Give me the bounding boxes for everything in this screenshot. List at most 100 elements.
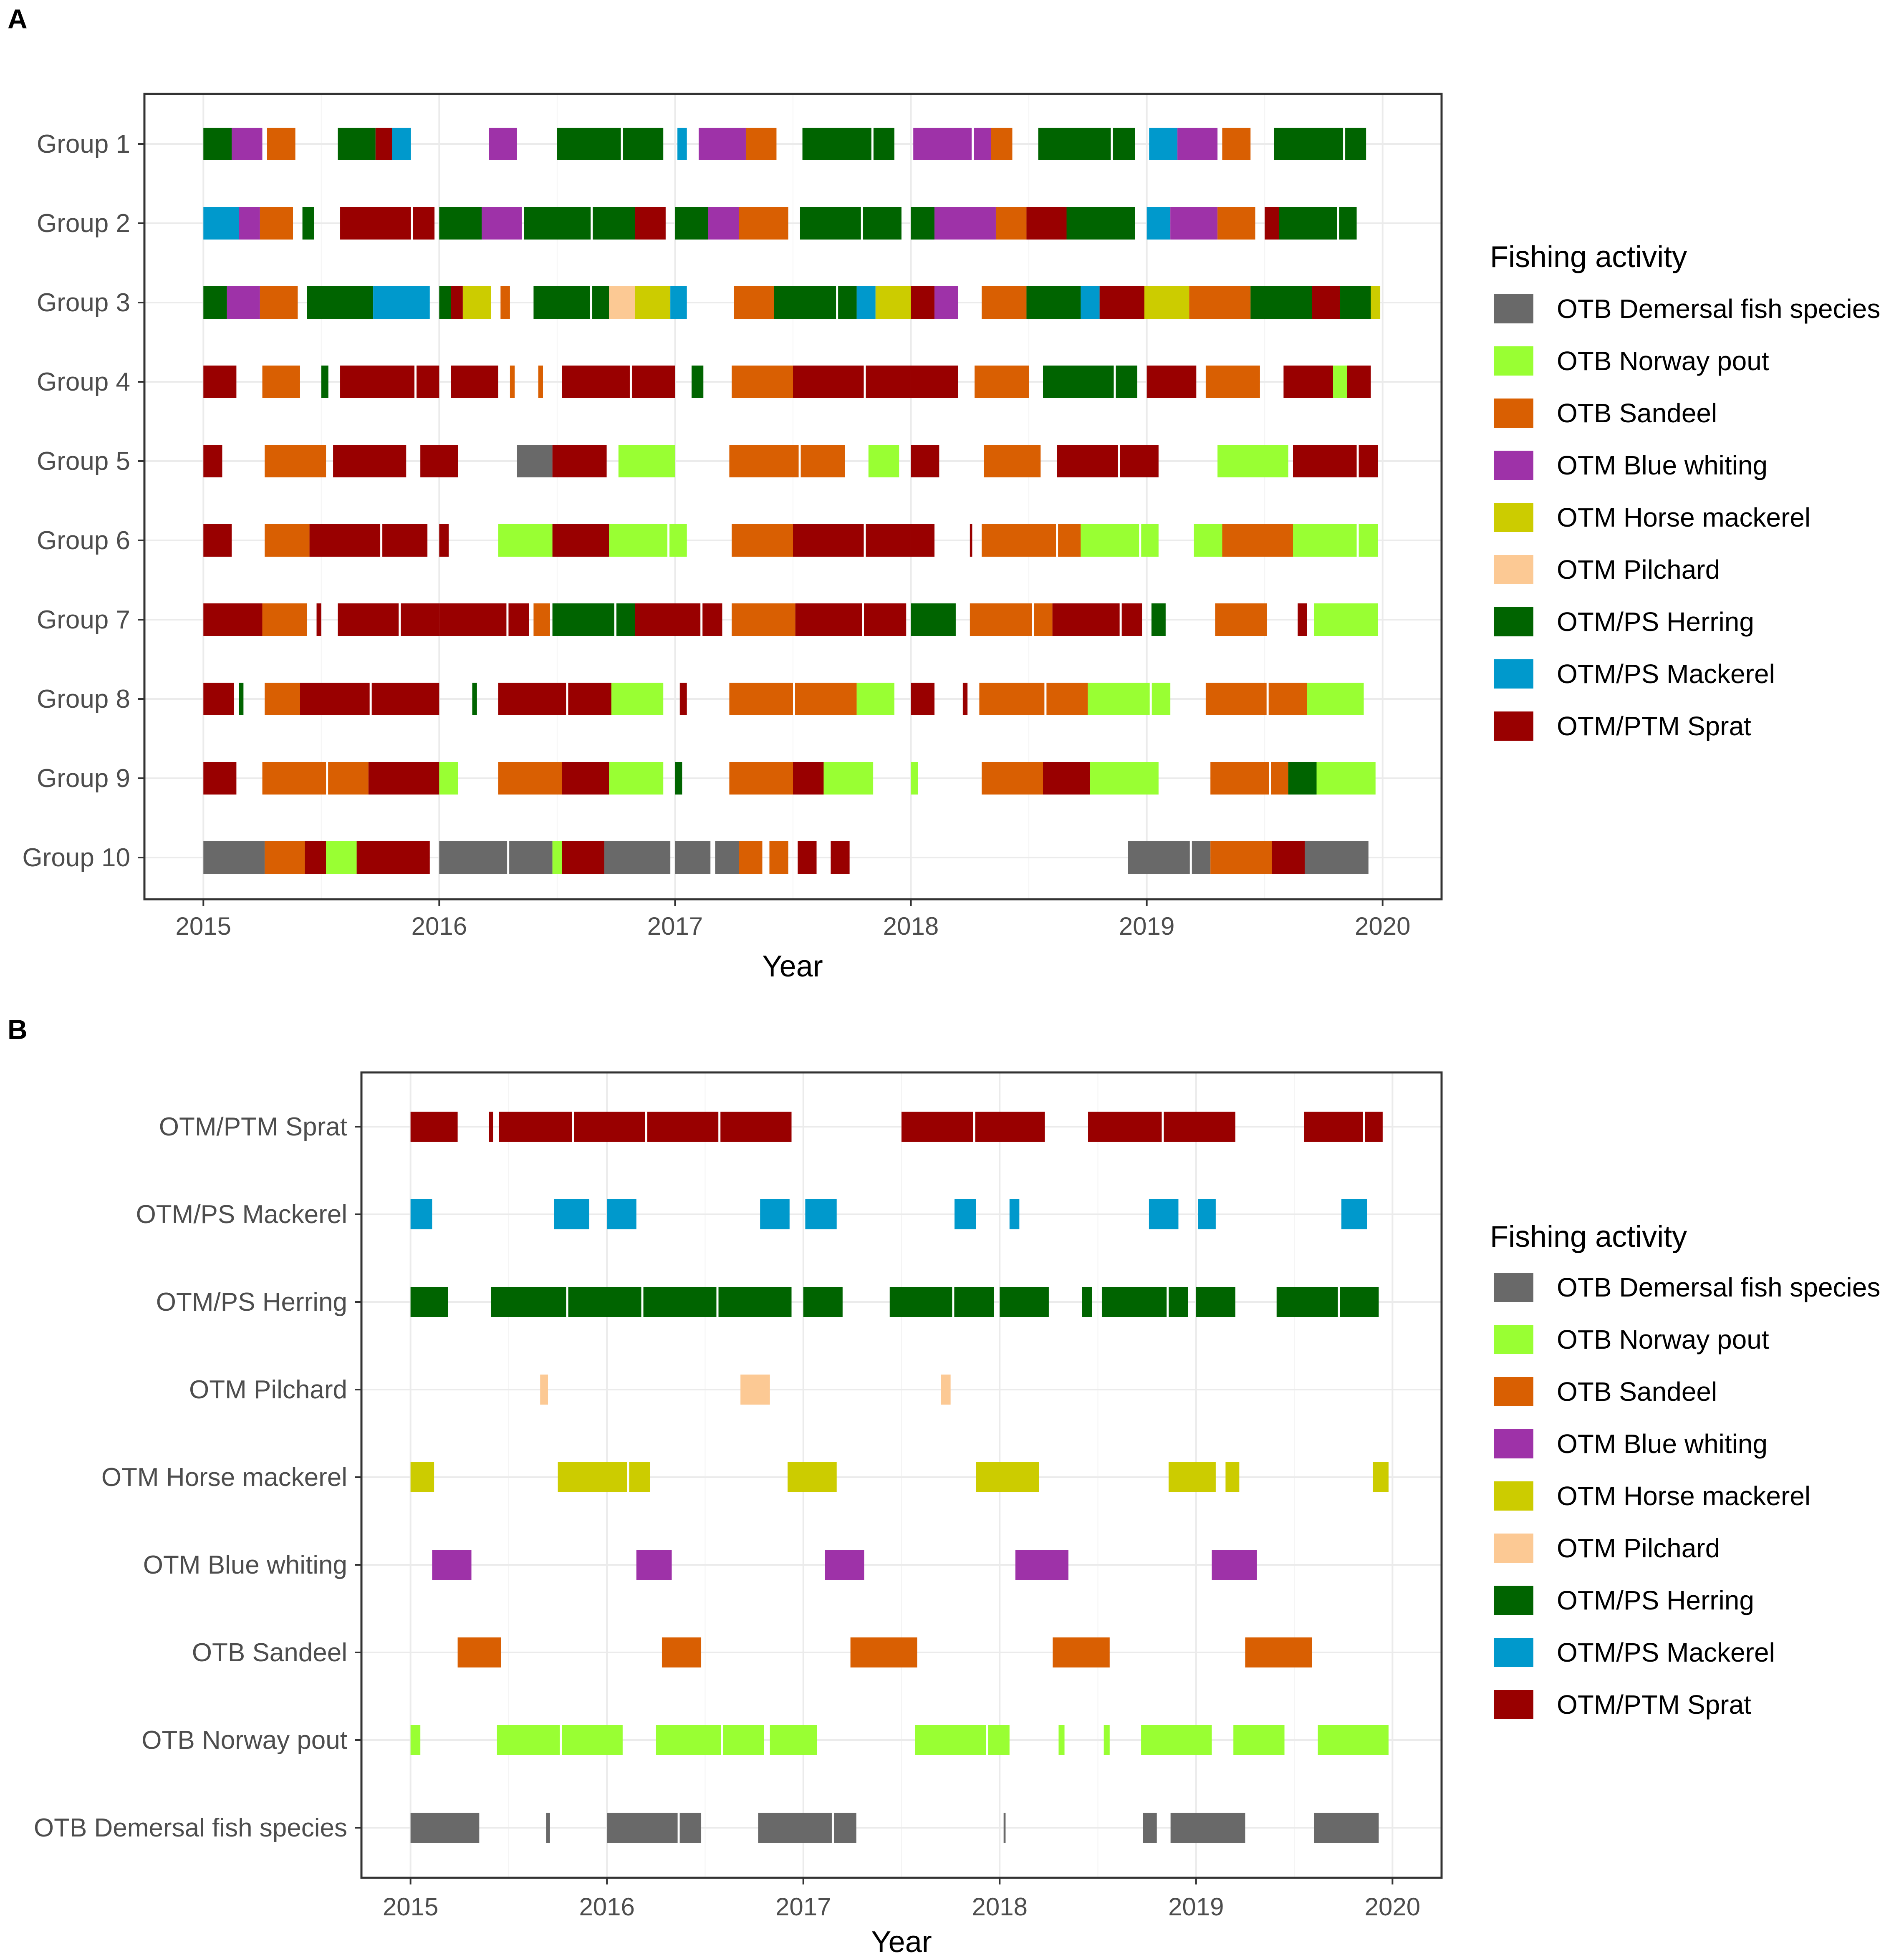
bar-group-3-otm-ptm-sprat	[1099, 286, 1144, 319]
bar-group-2-otm-blue-whiting	[934, 207, 996, 240]
panel-b-x-axis-title: Year	[871, 1925, 932, 1959]
bar-gap	[972, 128, 974, 160]
bar-group-9-otm-ptm-sprat	[562, 762, 609, 795]
y-tick-label-otb-sandeel: OTB Sandeel	[192, 1638, 347, 1667]
bar-group-6-otm-ptm-sprat	[309, 524, 428, 557]
bar-group-3-otm-ps-herring	[1340, 286, 1371, 319]
bar-group-7-otb-sandeel	[533, 603, 550, 636]
bar-group-10-otb-sandeel	[769, 841, 788, 874]
x-tick-label-2018: 2018	[883, 912, 939, 940]
bar-group-3-otm-horse-mackerel	[1371, 286, 1381, 319]
bar-gap	[572, 1112, 574, 1142]
bar-group-10-otb-sandeel	[265, 841, 305, 874]
y-tick-label-group-5: Group 5	[37, 447, 130, 476]
bar-group-9-otb-sandeel	[729, 762, 793, 795]
bar-group-10-otb-demersal-fish-species	[604, 841, 671, 874]
bar-otm-ptm-sprat-otm-ptm-sprat	[489, 1112, 493, 1142]
x-tick-label-2017: 2017	[647, 912, 703, 940]
bar-group-3-otm-horse-mackerel	[875, 286, 911, 319]
legend-key-otm-ptm-sprat	[1494, 1690, 1533, 1719]
bar-group-4-otm-ptm-sprat	[451, 366, 498, 398]
bar-group-2-otm-ptm-sprat	[635, 207, 666, 240]
bar-group-1-otm-ptm-sprat	[375, 128, 392, 160]
bar-group-1-otm-ps-herring	[557, 128, 664, 160]
bar-otm-ps-mackerel-otm-ps-mackerel	[410, 1199, 432, 1229]
bar-gap	[399, 603, 401, 636]
bar-group-2-otm-ps-herring	[800, 207, 901, 240]
bar-gap	[871, 128, 874, 160]
bar-gap	[1266, 683, 1269, 715]
legend-key-otm-horse-mackerel	[1494, 503, 1533, 532]
legend-key-otm-ps-herring	[1494, 607, 1533, 636]
bar-otm-ps-herring-otm-ps-herring	[1082, 1287, 1092, 1317]
bar-group-9-otm-ps-herring	[1288, 762, 1317, 795]
legend-key-otm-pilchard	[1494, 1534, 1533, 1563]
bar-group-8-otb-sandeel	[265, 683, 300, 715]
x-tick-label-2019: 2019	[1119, 912, 1174, 940]
bar-gap	[716, 1287, 719, 1317]
bar-group-6-otb-sandeel	[732, 524, 793, 557]
bar-gap	[1363, 1112, 1365, 1142]
bar-group-10-otm-ptm-sprat	[562, 841, 604, 874]
bar-gap	[973, 1112, 975, 1142]
legend-key-otm-blue-whiting	[1494, 451, 1533, 480]
x-tick-label-2015: 2015	[383, 1893, 438, 1921]
bar-gap	[1162, 1112, 1164, 1142]
bar-group-1-otb-sandeel	[1222, 128, 1251, 160]
bar-group-5-otm-ptm-sprat	[1057, 445, 1159, 477]
bar-group-3-otm-blue-whiting	[227, 286, 260, 319]
bar-gap	[411, 207, 413, 240]
bar-group-9-otb-norway-pout	[609, 762, 664, 795]
bar-gap	[629, 366, 632, 398]
bar-group-2-otm-blue-whiting	[482, 207, 522, 240]
bar-group-2-otb-sandeel	[1217, 207, 1255, 240]
x-tick-label-2017: 2017	[775, 1893, 831, 1921]
bar-otm-ps-mackerel-otm-ps-mackerel	[805, 1199, 837, 1229]
bar-gap	[1118, 445, 1120, 477]
bar-group-9-otb-sandeel	[982, 762, 1043, 795]
bar-group-9-otb-sandeel	[1210, 762, 1288, 795]
bar-group-3-otm-ps-mackerel	[373, 286, 430, 319]
bar-gap	[1337, 207, 1339, 240]
panel-a-legend: Fishing activity OTB Demersal fish speci…	[1490, 240, 1880, 741]
bar-group-6-otb-norway-pout	[1194, 524, 1222, 557]
bar-group-7-otm-ptm-sprat	[316, 603, 321, 636]
bar-group-4-otm-ptm-sprat	[1347, 366, 1371, 398]
bar-group-1-otm-blue-whiting	[1177, 128, 1218, 160]
legend-label-otm-ps-mackerel: OTM/PS Mackerel	[1557, 659, 1775, 689]
bar-otb-sandeel-otb-sandeel	[457, 1637, 501, 1667]
bar-group-2-otm-ps-herring	[524, 207, 635, 240]
bar-otb-sandeel-otb-sandeel	[1245, 1637, 1312, 1667]
bar-group-5-otb-norway-pout	[1217, 445, 1288, 477]
bar-group-10-otb-demersal-fish-species	[675, 841, 711, 874]
bar-group-7-otb-sandeel	[1215, 603, 1267, 636]
bar-group-8-otm-ps-herring	[239, 683, 244, 715]
x-tick-label-2020: 2020	[1355, 912, 1410, 940]
bar-otb-norway-pout-otb-norway-pout	[1233, 1725, 1285, 1755]
legend-label-otm-blue-whiting: OTM Blue whiting	[1557, 450, 1768, 480]
bar-gap	[1032, 603, 1034, 636]
bar-group-3-otm-ptm-sprat	[911, 286, 935, 319]
bar-group-7-otm-ptm-sprat	[338, 603, 439, 636]
bar-group-8-otb-norway-pout	[1307, 683, 1364, 715]
bar-group-1-otm-ps-herring	[338, 128, 376, 160]
bar-group-4-otm-ptm-sprat	[911, 366, 958, 398]
bar-group-5-otb-sandeel	[265, 445, 326, 477]
y-tick-label-group-2: Group 2	[37, 209, 130, 238]
panel-a-legend-title: Fishing activity	[1490, 240, 1687, 274]
bar-group-9-otb-sandeel	[498, 762, 562, 795]
y-tick-label-group-4: Group 4	[37, 368, 130, 396]
bar-group-9-otb-norway-pout	[439, 762, 458, 795]
bar-group-9-otb-sandeel	[262, 762, 369, 795]
bar-group-8-otm-ptm-sprat	[962, 683, 968, 715]
bar-group-4-otb-sandeel	[510, 366, 515, 398]
bar-group-2-otm-ptm-sprat	[340, 207, 435, 240]
bar-group-4-otm-ptm-sprat	[1283, 366, 1333, 398]
bar-group-1-otb-sandeel	[745, 128, 777, 160]
bar-gap	[1269, 762, 1271, 795]
bar-group-4-otm-ptm-sprat	[340, 366, 439, 398]
bar-gap	[798, 445, 801, 477]
bar-otm-ps-herring-otm-ps-herring	[1101, 1287, 1188, 1317]
bar-group-2-otm-ps-mackerel	[203, 207, 239, 240]
bar-otb-sandeel-otb-sandeel	[850, 1637, 917, 1667]
